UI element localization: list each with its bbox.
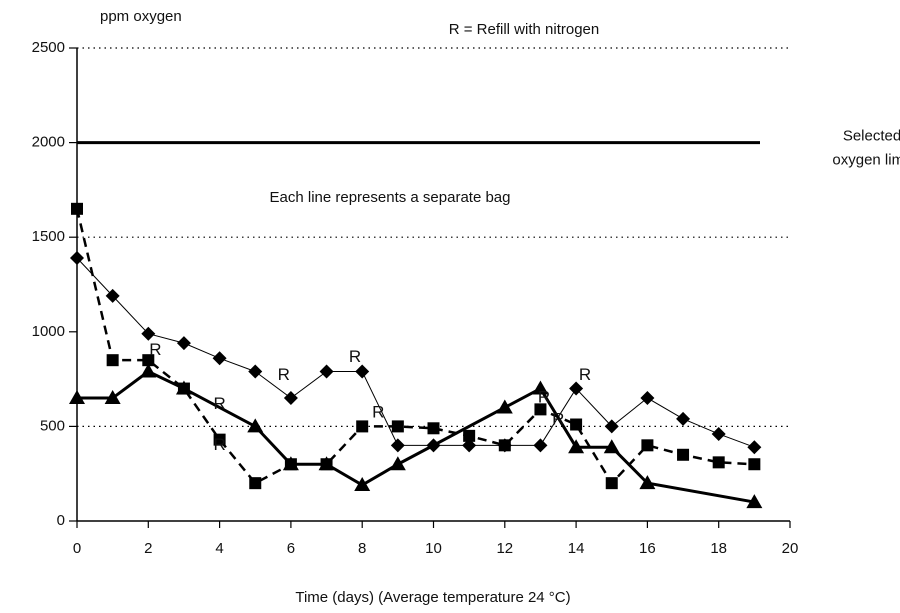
marker xyxy=(282,456,299,471)
marker xyxy=(248,364,263,379)
marker xyxy=(641,439,654,452)
annotation: Each line represents a separate bag xyxy=(270,189,511,206)
marker xyxy=(603,439,620,454)
marker xyxy=(142,354,155,367)
x-tick-label: 20 xyxy=(782,540,799,557)
marker xyxy=(391,420,404,433)
x-tick-label: 6 xyxy=(287,540,295,557)
marker xyxy=(604,419,619,434)
x-axis-label: Time (days) (Average temperature 24 °C) xyxy=(295,589,570,606)
legend-note: R = Refill with nitrogen xyxy=(449,21,599,38)
marker xyxy=(175,380,192,395)
marker xyxy=(676,411,691,426)
marker xyxy=(605,477,618,490)
y-tick-label: 2500 xyxy=(32,39,65,56)
refill-mark: R xyxy=(213,435,225,454)
marker xyxy=(355,364,370,379)
y-tick-label: 2000 xyxy=(32,134,65,151)
refill-mark: R xyxy=(579,365,591,384)
y-axis-label: ppm oxygen xyxy=(100,8,182,25)
marker xyxy=(71,202,83,215)
marker xyxy=(104,390,121,405)
marker xyxy=(747,440,762,455)
marker xyxy=(283,391,298,406)
marker xyxy=(463,429,476,442)
series-line xyxy=(76,257,755,448)
marker xyxy=(212,351,227,366)
marker xyxy=(213,433,226,446)
marker xyxy=(534,403,547,416)
x-tick-label: 0 xyxy=(73,540,81,557)
marker xyxy=(533,438,548,453)
refill-mark: R xyxy=(349,347,361,366)
marker xyxy=(496,399,513,414)
marker xyxy=(712,456,725,469)
x-tick-label: 12 xyxy=(496,540,513,557)
marker xyxy=(319,364,334,379)
marker xyxy=(746,494,763,509)
x-tick-label: 4 xyxy=(215,540,223,557)
marker xyxy=(639,475,656,490)
marker xyxy=(427,422,440,435)
marker xyxy=(677,448,690,461)
x-tick-label: 18 xyxy=(710,540,727,557)
refill-mark: R xyxy=(552,409,564,428)
marker xyxy=(748,458,761,471)
marker xyxy=(70,251,84,266)
marker xyxy=(249,477,262,490)
refill-mark: R xyxy=(278,365,290,384)
refill-mark: R xyxy=(149,340,161,359)
refill-mark: R xyxy=(213,394,225,413)
reference-label: oxygen limit xyxy=(832,152,900,169)
marker xyxy=(390,438,405,453)
refill-mark: R xyxy=(372,403,384,422)
x-tick-label: 8 xyxy=(358,540,366,557)
marker xyxy=(498,439,511,452)
marker xyxy=(356,420,369,433)
marker xyxy=(389,456,406,471)
marker xyxy=(711,426,726,441)
marker xyxy=(106,354,119,367)
y-tick-label: 1500 xyxy=(32,228,65,245)
marker xyxy=(640,391,655,406)
marker xyxy=(141,326,156,341)
marker xyxy=(247,418,264,433)
marker xyxy=(354,477,371,492)
marker xyxy=(568,439,585,454)
marker xyxy=(318,456,335,471)
refill-mark: R xyxy=(538,388,550,407)
marker xyxy=(570,418,583,431)
series-line xyxy=(75,208,755,486)
marker xyxy=(176,336,191,351)
x-tick-label: 2 xyxy=(144,540,152,557)
y-tick-label: 500 xyxy=(40,417,65,434)
marker xyxy=(140,363,157,378)
marker xyxy=(569,381,584,396)
marker xyxy=(105,288,120,303)
x-tick-label: 14 xyxy=(568,540,585,557)
y-tick-label: 0 xyxy=(57,512,65,529)
x-tick-label: 16 xyxy=(639,540,656,557)
marker xyxy=(69,390,85,405)
marker xyxy=(532,380,549,395)
reference-label: Selected xyxy=(843,128,900,145)
y-tick-label: 1000 xyxy=(32,323,65,340)
x-tick-label: 10 xyxy=(425,540,442,557)
